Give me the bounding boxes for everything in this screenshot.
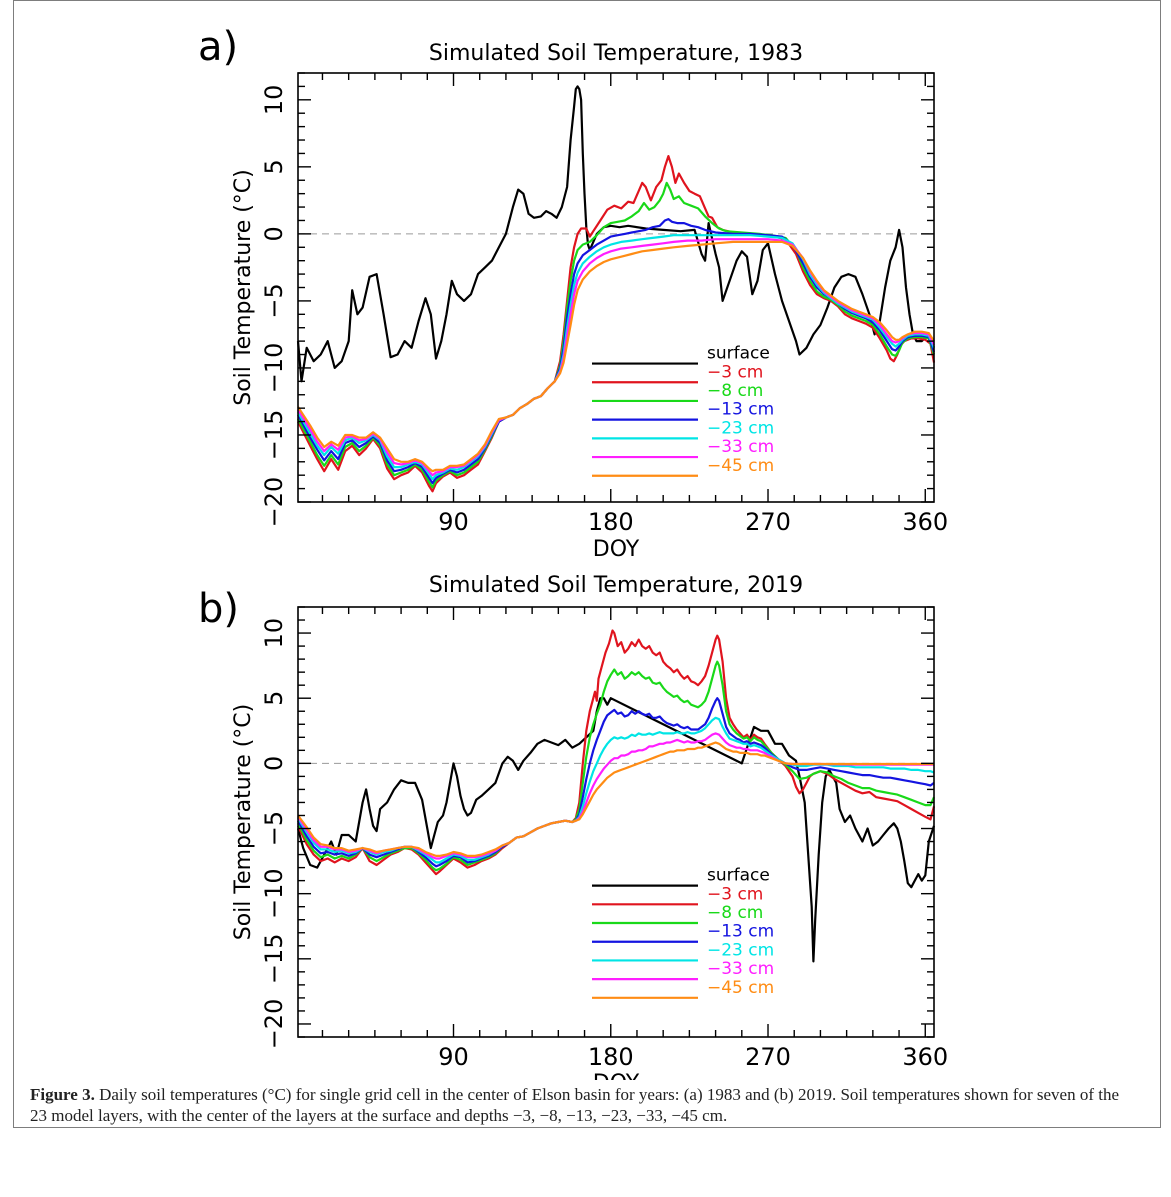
y-tick-label: −5 bbox=[260, 283, 288, 318]
legend-entry: surface bbox=[707, 866, 770, 886]
y-tick-label: 5 bbox=[260, 691, 288, 706]
panel-label: a) bbox=[198, 24, 238, 70]
y-tick-label: 0 bbox=[260, 756, 288, 771]
plot-area bbox=[296, 85, 936, 493]
legend-entry: −8 cm bbox=[707, 381, 763, 401]
figure-caption: Figure 3. Daily soil temperatures (°C) f… bbox=[30, 1084, 1140, 1126]
x-tick-label: 90 bbox=[438, 508, 469, 536]
legend-entry: −3 cm bbox=[707, 884, 763, 904]
x-tick-label: 270 bbox=[745, 1043, 791, 1071]
x-tick-label: 270 bbox=[745, 508, 791, 536]
y-tick-label: 5 bbox=[260, 159, 288, 174]
legend: surface−3 cm−8 cm−13 cm−23 cm−33 cm−45 c… bbox=[592, 344, 774, 477]
series-line-5 bbox=[297, 238, 935, 477]
series-line-4 bbox=[297, 234, 936, 481]
series-line-0 bbox=[296, 697, 936, 963]
series-line-1 bbox=[297, 155, 936, 493]
x-axis-label: DOY bbox=[593, 1071, 640, 1080]
caption-label: Figure 3. bbox=[30, 1085, 95, 1104]
figure-svg: a) Simulated Soil Temperature, 1983 90 180 2… bbox=[198, 24, 948, 1080]
series-line-6 bbox=[297, 741, 934, 857]
y-tick-label: 10 bbox=[260, 85, 288, 116]
x-tick-label: 180 bbox=[588, 508, 634, 536]
y-axis-label: Soil Temperature (°C) bbox=[231, 704, 256, 941]
legend-entry: −23 cm bbox=[707, 418, 774, 438]
y-axis-label: Soil Temperature (°C) bbox=[231, 169, 256, 406]
series-line-4 bbox=[297, 716, 935, 864]
legend-entry: −33 cm bbox=[707, 959, 774, 979]
y-tick-label: −10 bbox=[260, 868, 288, 919]
y-tick-label: −20 bbox=[260, 999, 288, 1050]
y-tick-label: 10 bbox=[260, 618, 288, 649]
legend-entry: surface bbox=[707, 344, 770, 364]
x-tick-label: 360 bbox=[902, 1043, 948, 1071]
y-tick-label: −15 bbox=[260, 933, 288, 984]
series-line-2 bbox=[297, 181, 936, 489]
legend: surface−3 cm−8 cm−13 cm−23 cm−33 cm−45 c… bbox=[592, 866, 774, 999]
x-tick-label: 180 bbox=[588, 1043, 634, 1071]
series-line-0 bbox=[296, 85, 936, 383]
series-line-5 bbox=[297, 732, 934, 860]
chart-panel-a: a) Simulated Soil Temperature, 1983 90 180 2… bbox=[198, 24, 948, 562]
x-tick-label: 360 bbox=[902, 508, 948, 536]
y-tick-label: 0 bbox=[260, 226, 288, 241]
caption-text: Daily soil temperatures (°C) for single … bbox=[30, 1085, 1120, 1125]
legend-entry: −45 cm bbox=[707, 978, 774, 998]
chart-title: Simulated Soil Temperature, 1983 bbox=[429, 41, 803, 66]
series-line-3 bbox=[297, 697, 935, 868]
plot-area bbox=[296, 629, 936, 963]
chart-panel-b: b) Simulated Soil Temperature, 2019 90 180 2… bbox=[198, 573, 948, 1080]
series-line-6 bbox=[297, 240, 935, 473]
chart-title: Simulated Soil Temperature, 2019 bbox=[429, 573, 803, 598]
panel-label: b) bbox=[198, 586, 239, 632]
figure-frame bbox=[13, 0, 1161, 1128]
x-axis-label: DOY bbox=[593, 537, 640, 562]
legend-entry: −3 cm bbox=[707, 362, 763, 382]
legend-entry: −23 cm bbox=[707, 940, 774, 960]
legend-entry: −8 cm bbox=[707, 903, 763, 923]
y-tick-label: −15 bbox=[260, 410, 288, 461]
legend-entry: −13 cm bbox=[707, 922, 774, 942]
y-tick-label: −10 bbox=[260, 343, 288, 394]
legend-entry: −13 cm bbox=[707, 400, 774, 420]
x-tick-label: 90 bbox=[438, 1043, 469, 1071]
series-line-2 bbox=[297, 660, 936, 872]
y-tick-label: −20 bbox=[260, 477, 288, 528]
legend-entry: −33 cm bbox=[707, 437, 774, 457]
legend-entry: −45 cm bbox=[707, 456, 774, 476]
series-line-1 bbox=[297, 629, 936, 876]
y-tick-label: −5 bbox=[260, 811, 288, 846]
axes-frame bbox=[297, 606, 935, 1038]
